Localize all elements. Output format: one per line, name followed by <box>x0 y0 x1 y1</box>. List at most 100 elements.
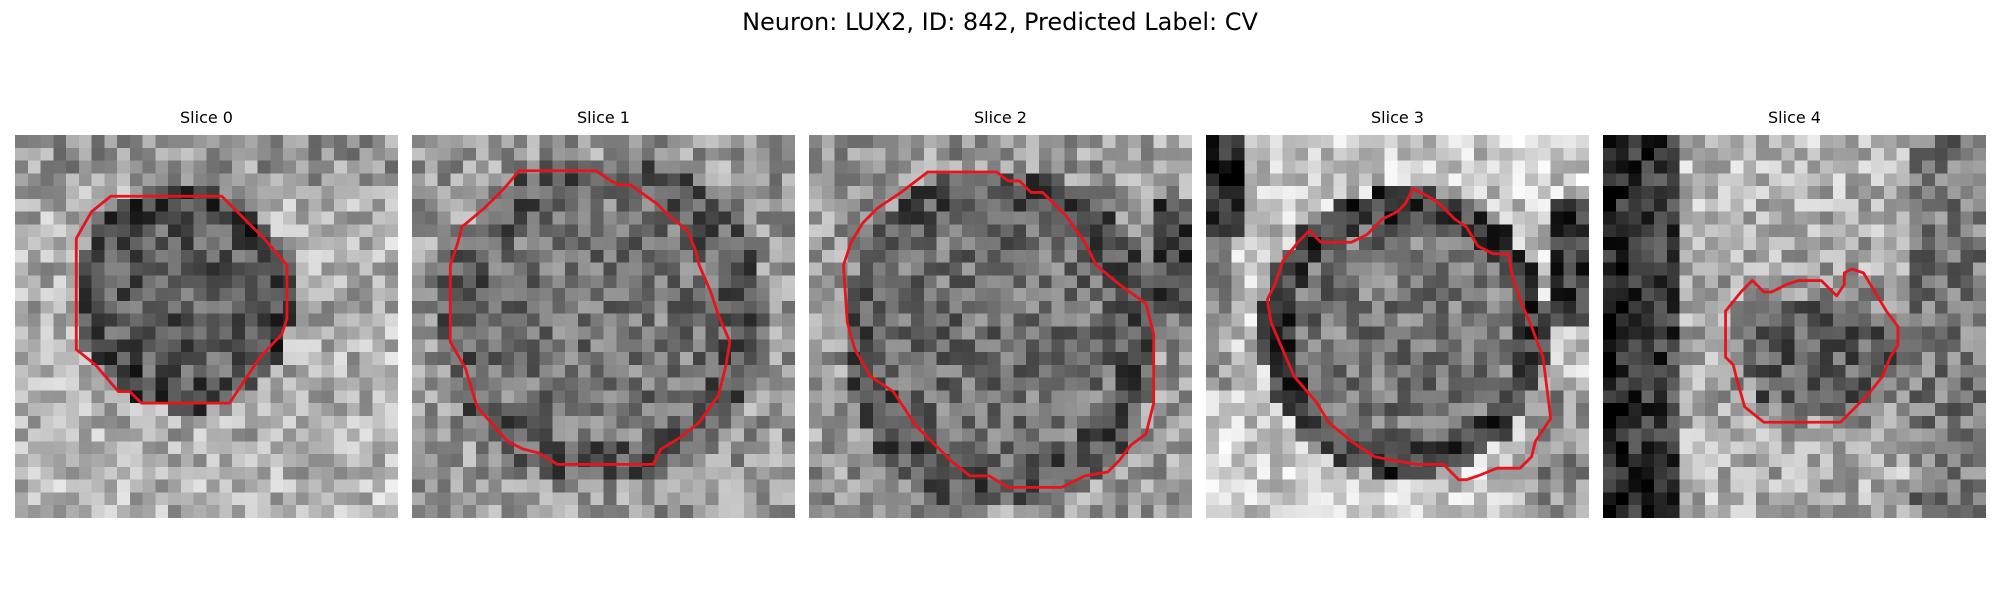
pixel <box>1128 454 1142 468</box>
pixel <box>885 403 899 417</box>
pixel <box>667 403 681 417</box>
pixel <box>193 339 207 353</box>
pixel <box>1474 288 1488 302</box>
pixel <box>1244 390 1258 404</box>
pixel <box>641 237 655 251</box>
pixel <box>641 313 655 327</box>
pixel <box>1371 249 1385 263</box>
pixel <box>1410 403 1424 417</box>
pixel <box>1410 428 1424 442</box>
pixel <box>962 454 976 468</box>
pixel <box>923 288 937 302</box>
pixel <box>1563 454 1577 468</box>
pixel <box>1820 352 1834 366</box>
pixel <box>15 454 29 468</box>
pixel <box>1333 441 1347 455</box>
pixel <box>1832 262 1846 276</box>
pixel <box>334 288 348 302</box>
pixel <box>590 390 604 404</box>
pixel <box>1115 198 1129 212</box>
pixel <box>603 339 617 353</box>
pixel <box>1832 147 1846 161</box>
pixel <box>949 466 963 480</box>
pixel <box>1333 377 1347 391</box>
pixel <box>450 135 464 149</box>
pixel <box>283 135 297 149</box>
pixel <box>270 237 284 251</box>
pixel <box>654 186 668 200</box>
pixel <box>219 224 233 238</box>
pixel <box>629 224 643 238</box>
pixel <box>1077 198 1091 212</box>
pixel <box>1359 326 1373 340</box>
pixel <box>91 377 105 391</box>
pixel <box>1768 454 1782 468</box>
pixel <box>1257 224 1271 238</box>
pixel <box>334 224 348 238</box>
pixel <box>117 288 131 302</box>
pixel <box>117 249 131 263</box>
pixel <box>437 147 451 161</box>
pixel <box>1832 135 1846 149</box>
pixel <box>1128 415 1142 429</box>
pixel <box>769 428 783 442</box>
pixel <box>424 479 438 493</box>
pixel <box>1768 326 1782 340</box>
pixel <box>898 492 912 506</box>
pixel <box>1858 160 1872 174</box>
pixel <box>809 377 823 391</box>
pixel <box>232 466 246 480</box>
pixel <box>1641 492 1655 506</box>
pixel <box>616 160 630 174</box>
pixel <box>1603 262 1617 276</box>
pixel <box>1934 352 1948 366</box>
pixel <box>860 390 874 404</box>
pixel <box>334 211 348 225</box>
pixel <box>1730 211 1744 225</box>
pixel <box>743 249 757 263</box>
pixel <box>129 300 143 314</box>
pixel <box>334 466 348 480</box>
pixel <box>283 237 297 251</box>
pixel <box>847 262 861 276</box>
pixel <box>872 441 886 455</box>
pixel <box>1000 441 1014 455</box>
pixel <box>1461 249 1475 263</box>
pixel <box>641 466 655 480</box>
pixel <box>1794 364 1808 378</box>
pixel <box>1922 313 1936 327</box>
pixel <box>283 454 297 468</box>
pixel <box>168 249 182 263</box>
pixel <box>1499 237 1513 251</box>
pixel <box>565 390 579 404</box>
pixel <box>219 339 233 353</box>
pixel <box>1333 288 1347 302</box>
pixel <box>809 275 823 289</box>
pixel <box>1499 364 1513 378</box>
pixel <box>1359 377 1373 391</box>
pixel <box>616 505 630 518</box>
pixel <box>603 313 617 327</box>
pixel <box>1320 479 1334 493</box>
pixel <box>552 390 566 404</box>
pixel <box>412 377 426 391</box>
pixel <box>616 300 630 314</box>
pixel <box>168 147 182 161</box>
pixel <box>1064 352 1078 366</box>
pixel <box>1102 339 1116 353</box>
pixel <box>1038 352 1052 366</box>
pixel <box>1845 492 1859 506</box>
pixel <box>1615 249 1629 263</box>
pixel <box>911 249 925 263</box>
pixel <box>1064 377 1078 391</box>
pixel <box>603 262 617 276</box>
pixel <box>1960 198 1974 212</box>
pixel <box>1384 339 1398 353</box>
pixel <box>1179 505 1192 518</box>
pixel <box>1282 198 1296 212</box>
pixel <box>1179 454 1192 468</box>
pixel <box>1206 249 1220 263</box>
pixel <box>270 147 284 161</box>
pixel <box>1102 492 1116 506</box>
pixel <box>1038 135 1052 149</box>
